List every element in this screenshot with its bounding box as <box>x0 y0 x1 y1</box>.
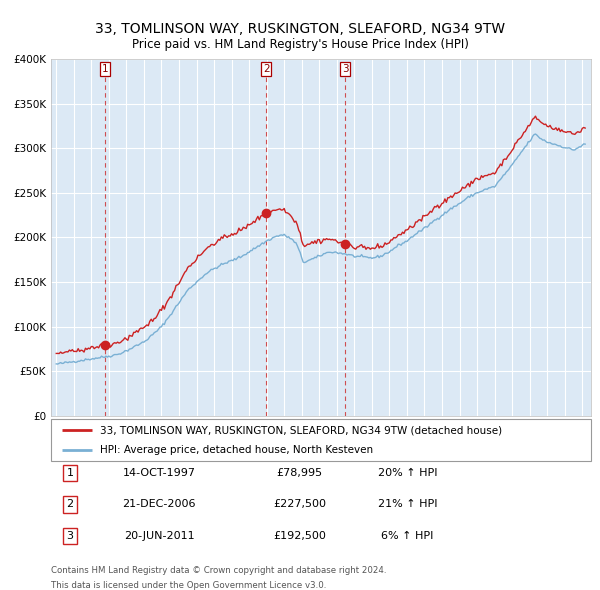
Text: 33, TOMLINSON WAY, RUSKINGTON, SLEAFORD, NG34 9TW (detached house): 33, TOMLINSON WAY, RUSKINGTON, SLEAFORD,… <box>100 425 502 435</box>
Text: 21% ↑ HPI: 21% ↑ HPI <box>377 500 437 509</box>
Text: HPI: Average price, detached house, North Kesteven: HPI: Average price, detached house, Nort… <box>100 445 373 455</box>
Text: 33, TOMLINSON WAY, RUSKINGTON, SLEAFORD, NG34 9TW: 33, TOMLINSON WAY, RUSKINGTON, SLEAFORD,… <box>95 22 505 36</box>
Text: £192,500: £192,500 <box>273 531 326 540</box>
Text: Contains HM Land Registry data © Crown copyright and database right 2024.: Contains HM Land Registry data © Crown c… <box>51 566 386 575</box>
Text: 1: 1 <box>102 64 109 74</box>
Text: 20% ↑ HPI: 20% ↑ HPI <box>377 468 437 478</box>
Text: 2: 2 <box>263 64 269 74</box>
Text: £78,995: £78,995 <box>277 468 322 478</box>
Text: 20-JUN-2011: 20-JUN-2011 <box>124 531 194 540</box>
Text: 14-OCT-1997: 14-OCT-1997 <box>122 468 196 478</box>
Text: £227,500: £227,500 <box>273 500 326 509</box>
Text: 3: 3 <box>341 64 349 74</box>
Text: 3: 3 <box>67 531 73 540</box>
Text: 2: 2 <box>67 500 73 509</box>
Text: Price paid vs. HM Land Registry's House Price Index (HPI): Price paid vs. HM Land Registry's House … <box>131 38 469 51</box>
Text: This data is licensed under the Open Government Licence v3.0.: This data is licensed under the Open Gov… <box>51 581 326 589</box>
Text: 6% ↑ HPI: 6% ↑ HPI <box>381 531 434 540</box>
Text: 1: 1 <box>67 468 73 478</box>
Text: 21-DEC-2006: 21-DEC-2006 <box>122 500 196 509</box>
